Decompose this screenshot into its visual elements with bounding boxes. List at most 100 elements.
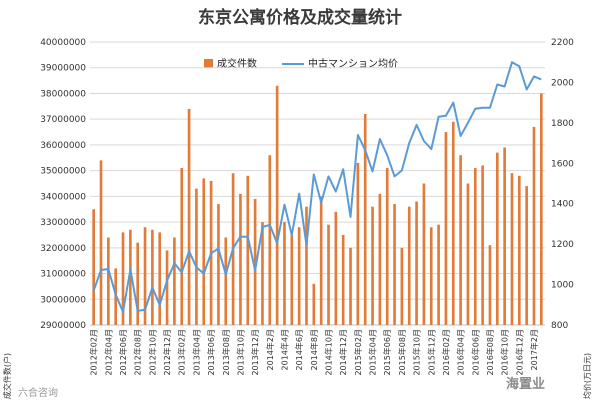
bar xyxy=(510,173,514,325)
legend-label-bar: 成交件数 xyxy=(217,57,257,70)
x-tick-label: 2014年8月 xyxy=(309,329,319,370)
bar xyxy=(422,183,426,325)
x-tick-label: 2016年08月 xyxy=(485,329,495,376)
right-axis-tick-label: 1600 xyxy=(551,159,574,169)
bar xyxy=(532,126,536,326)
left-axis-title: 成交件数(户) xyxy=(2,353,12,399)
bar xyxy=(385,168,389,325)
bar xyxy=(202,178,206,325)
x-tick-label: 2015年04月 xyxy=(368,329,378,376)
bar xyxy=(165,250,169,325)
bar xyxy=(180,168,184,325)
watermark-left: 六合咨询 xyxy=(18,386,58,399)
x-tick-label: 2017年2月 xyxy=(529,329,539,370)
x-tick-label: 2015年12月 xyxy=(426,329,436,376)
x-tick-label: 2013年10月 xyxy=(235,329,245,376)
bar xyxy=(121,232,125,325)
x-tick-label: 2016年12月 xyxy=(514,329,524,376)
left-axis-tick-label: 40000000 xyxy=(40,38,86,48)
bar xyxy=(459,155,462,325)
bar xyxy=(107,237,110,325)
bar xyxy=(253,198,257,325)
x-tick-label: 2014年10月 xyxy=(324,329,334,376)
bar xyxy=(275,85,279,326)
left-axis-tick-label: 36000000 xyxy=(40,141,86,151)
bar xyxy=(466,183,470,325)
watermark-right: 海置业 xyxy=(506,376,545,392)
bar xyxy=(297,227,301,325)
bar xyxy=(290,234,294,325)
chart-title: 东京公寓价格及成交量统计 xyxy=(198,7,402,28)
bar xyxy=(481,165,484,325)
bar xyxy=(246,175,250,325)
right-axis-tick-label: 1800 xyxy=(551,119,574,129)
bar xyxy=(371,206,374,325)
bar xyxy=(143,227,147,325)
x-tick-label: 2014年2月 xyxy=(265,329,275,370)
bar xyxy=(217,204,220,325)
left-axis-tick-label: 39000000 xyxy=(40,64,86,74)
x-tick-label: 2014年12月 xyxy=(338,329,348,376)
left-axis-tick-label: 29000000 xyxy=(40,321,86,331)
x-tick-label: 2012年12月 xyxy=(162,329,172,376)
left-axis-tick-label: 35000000 xyxy=(40,167,86,177)
right-axis-tick-label: 2200 xyxy=(551,38,574,48)
bar xyxy=(334,211,338,325)
bar xyxy=(540,93,543,325)
left-axis-tick-label: 34000000 xyxy=(40,192,86,202)
bar xyxy=(349,247,352,325)
bar xyxy=(261,222,264,325)
x-tick-label: 2012年10月 xyxy=(147,329,157,376)
x-tick-label: 2012年08月 xyxy=(133,329,143,376)
bar xyxy=(451,121,455,325)
bar xyxy=(129,229,132,325)
x-tick-label: 2013年06月 xyxy=(206,329,216,376)
right-axis-tick-label: 2000 xyxy=(551,78,574,88)
bar xyxy=(400,247,404,325)
bar xyxy=(341,234,345,325)
left-axis-tick-label: 31000000 xyxy=(40,270,86,280)
right-axis-tick-label: 800 xyxy=(551,321,568,331)
bar xyxy=(444,132,448,325)
bar xyxy=(158,232,162,325)
bar xyxy=(415,201,418,325)
bar xyxy=(517,175,521,325)
bar xyxy=(319,196,323,325)
line-path xyxy=(92,61,542,313)
bar xyxy=(187,108,191,326)
bar xyxy=(363,114,367,325)
x-tick-label: 2016年06月 xyxy=(470,329,480,376)
left-axis-tick-label: 38000000 xyxy=(40,89,86,99)
x-tick-label: 2016年10月 xyxy=(500,329,510,376)
gridlines xyxy=(90,41,545,326)
bar xyxy=(327,224,330,325)
bar xyxy=(92,209,95,325)
x-tick-label: 2012年06月 xyxy=(118,329,128,376)
x-axis-ticks: 2012年02月 2012年04月 2012年06月 2012年08月 2012年10月… xyxy=(89,329,539,376)
bar xyxy=(437,224,440,325)
bar xyxy=(378,193,382,325)
x-tick-label: 2012年04月 xyxy=(103,329,113,376)
x-tick-label: 2016年02月 xyxy=(441,329,451,376)
bar xyxy=(268,155,272,325)
bar xyxy=(283,222,286,325)
x-tick-label: 2015年08月 xyxy=(397,329,407,376)
x-tick-label: 2013年02月 xyxy=(177,329,187,376)
bar xyxy=(239,193,242,325)
x-tick-label: 2013年04月 xyxy=(191,329,201,376)
legend: 成交件数 中古マンション均价 xyxy=(204,57,398,70)
right-axis-title: 均价(万日元) xyxy=(582,353,592,399)
left-axis-ticks: 29000000 30000000 31000000 32000000 33000000… xyxy=(40,38,86,331)
bar xyxy=(525,186,528,325)
right-axis-tick-label: 1200 xyxy=(551,240,574,250)
bar xyxy=(99,160,103,325)
legend-swatch-bar xyxy=(204,59,213,68)
left-axis-tick-label: 32000000 xyxy=(40,244,86,254)
bar xyxy=(173,237,176,325)
bar xyxy=(151,229,154,325)
bar xyxy=(224,237,228,325)
left-axis-tick-label: 33000000 xyxy=(40,218,86,228)
right-axis-ticks: 800 1000 1200 1400 1600 1800 2000 2200 xyxy=(551,38,574,331)
bar xyxy=(195,188,198,325)
